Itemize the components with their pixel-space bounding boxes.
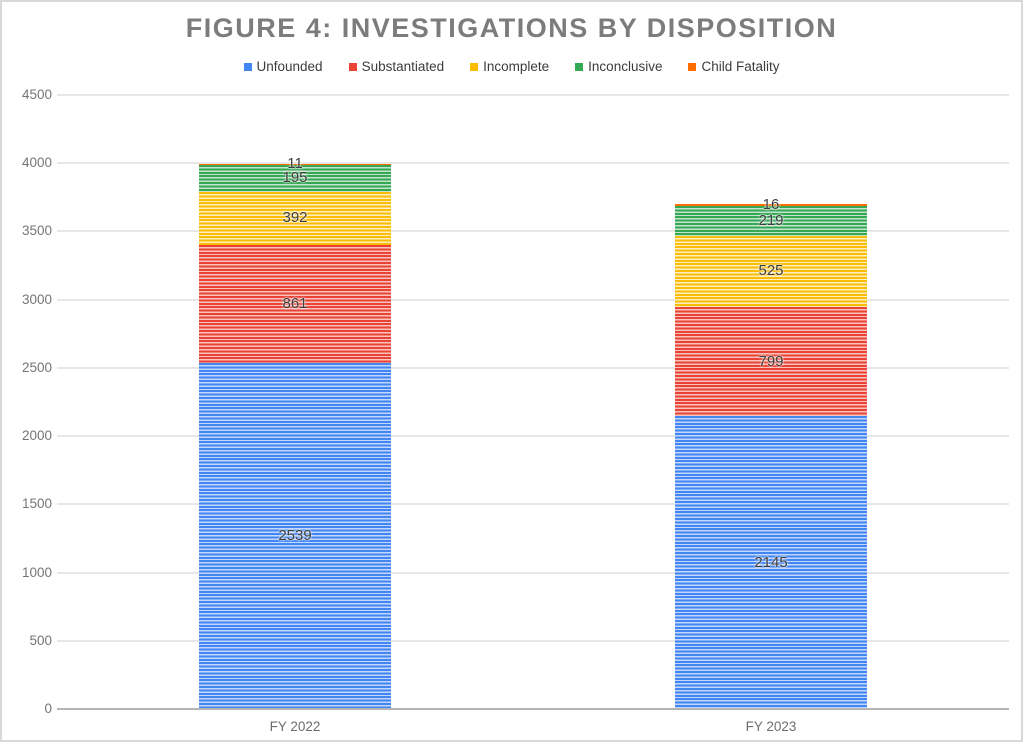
y-tick-label: 4500 (21, 87, 52, 102)
legend-swatch-icon (243, 62, 252, 71)
bar-segment-fy-2022-incomplete (199, 191, 391, 246)
legend-swatch-icon (348, 62, 357, 71)
y-tick-label: 3500 (21, 223, 52, 239)
legend-item-child-fatality: Child Fatality (688, 59, 780, 74)
legend-label: Incomplete (483, 59, 550, 74)
legend-item-incomplete: Incomplete (470, 59, 549, 74)
segment-value-label: 16 (762, 195, 780, 213)
gridline (57, 639, 1009, 642)
gridline (57, 94, 1009, 96)
chart-title: FIGURE 4: INVESTIGATIONS BY DISPOSITION (185, 13, 838, 43)
chart-legend: Unfounded Substantiated Incomplete Inconclu… (2, 59, 1021, 74)
segment-value-label: 219 (758, 211, 784, 229)
gridline (57, 366, 1009, 369)
gridline (57, 435, 1009, 438)
segment-value-label: 392 (282, 209, 308, 227)
y-tick-label: 1500 (21, 496, 52, 512)
segment-value-label: 195 (282, 169, 308, 187)
legend-label: Inconclusive (588, 59, 663, 74)
plot-area: 2539 861 392 195 11 2145 799 525 219 16 (57, 94, 1009, 710)
gridline (57, 230, 1009, 233)
legend-item-substantiated: Substantiated (348, 59, 445, 74)
bar-segment-fy-2023-incomplete (675, 235, 867, 308)
legend-swatch-icon (470, 62, 479, 71)
bar-segment-fy-2022-unfounded (199, 362, 391, 709)
legend-label: Substantiated (361, 59, 445, 74)
bar-segment-fy-2022-child-fatality (199, 163, 391, 165)
segment-value-label: 11 (287, 155, 303, 173)
segment-value-label: 2539 (278, 526, 312, 544)
segment-value-label: 2145 (754, 553, 788, 571)
segment-value-label: 799 (758, 352, 784, 370)
segment-value-label: 525 (758, 262, 784, 280)
bar-segment-fy-2023-unfounded (675, 416, 867, 709)
y-tick-label: 2500 (21, 359, 52, 375)
x-category-label: FY 2022 (269, 719, 321, 734)
legend-label: Child Fatality (701, 59, 780, 74)
y-tick-label: 1000 (21, 564, 52, 580)
segment-value-label: 861 (282, 294, 308, 312)
bar-segment-fy-2023-substantiated (675, 307, 867, 417)
legend-item-inconclusive: Inconclusive (575, 59, 662, 74)
legend-item-unfounded: Unfounded (243, 59, 323, 74)
x-category-label: FY 2023 (745, 719, 797, 734)
legend-swatch-icon (575, 62, 584, 71)
gridline (57, 298, 1009, 301)
gridline (57, 503, 1009, 506)
bar-segment-fy-2022-substantiated (199, 245, 391, 363)
y-tick-label: 500 (29, 632, 52, 648)
legend-swatch-icon (688, 62, 697, 71)
y-tick-label: 2000 (21, 428, 52, 444)
bar-segment-fy-2023-inconclusive (675, 205, 867, 236)
bar-segment-fy-2023-child-fatality (675, 203, 867, 206)
legend-label: Unfounded (256, 59, 323, 74)
y-tick-label: 4000 (21, 155, 52, 171)
y-tick-label: 3000 (21, 291, 52, 307)
x-axis-line (57, 708, 1009, 710)
gridline (57, 571, 1009, 574)
gridline (57, 162, 1009, 165)
bar-segment-fy-2022-inconclusive (199, 165, 391, 192)
y-tick-label: 0 (44, 701, 52, 716)
